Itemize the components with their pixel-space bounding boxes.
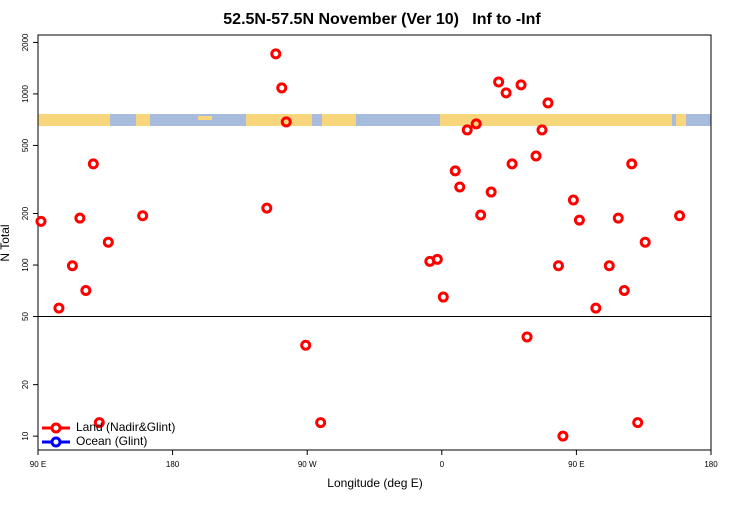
data-point <box>53 302 65 314</box>
data-point <box>612 212 624 224</box>
data-point <box>461 124 473 136</box>
data-point <box>137 210 149 222</box>
x-tick-label: 0 <box>440 460 445 469</box>
data-point <box>66 260 78 272</box>
data-point <box>74 212 86 224</box>
map-strip <box>38 114 711 126</box>
data-point <box>93 417 105 429</box>
x-tick-label: 90 E <box>30 460 46 469</box>
data-point <box>475 209 487 221</box>
x-tick-label: 90 E <box>568 460 584 469</box>
data-point <box>530 150 542 162</box>
data-point <box>590 302 602 314</box>
x-tick-label: 180 <box>166 460 180 469</box>
data-point <box>261 202 273 214</box>
chart-title: 52.5N-57.5N November (Ver 10) Inf to -In… <box>223 11 541 28</box>
x-tick-label: 90 W <box>298 460 317 469</box>
data-point <box>431 253 443 265</box>
legend-label: Land (Nadir&Glint) <box>76 420 175 434</box>
data-point <box>515 79 527 91</box>
data-point <box>557 430 569 442</box>
data-point <box>674 210 686 222</box>
y-tick-label: 10 <box>21 431 30 440</box>
y-tick-label: 200 <box>21 206 30 220</box>
data-point <box>270 48 282 60</box>
data-point <box>632 417 644 429</box>
data-point <box>437 291 449 303</box>
plot-frame <box>37 34 712 451</box>
data-point <box>618 284 630 296</box>
legend-marker <box>50 422 62 434</box>
data-point <box>470 118 482 130</box>
y-tick-label: 100 <box>21 258 30 272</box>
y-axis-label: N Total <box>0 224 12 261</box>
data-point <box>603 260 615 272</box>
data-point <box>626 158 638 170</box>
data-point <box>552 260 564 272</box>
y-tick-label: 2000 <box>21 33 30 51</box>
data-point <box>506 158 518 170</box>
legend-label: Ocean (Glint) <box>76 434 147 448</box>
data-point <box>300 339 312 351</box>
data-point <box>493 76 505 88</box>
data-point <box>87 158 99 170</box>
data-point <box>485 186 497 198</box>
y-tick-label: 20 <box>21 380 30 389</box>
y-tick-label: 500 <box>21 138 30 152</box>
x-axis-label: Longitude (deg E) <box>327 476 422 490</box>
data-point <box>449 165 461 177</box>
data-point <box>315 417 327 429</box>
data-point <box>567 194 579 206</box>
legend-marker <box>50 436 62 448</box>
data-point <box>35 215 47 227</box>
data-point <box>573 214 585 226</box>
data-point <box>80 284 92 296</box>
x-tick-label: 180 <box>704 460 718 469</box>
data-point <box>276 82 288 94</box>
data-point <box>102 236 114 248</box>
data-point <box>280 116 292 128</box>
y-tick-label: 1000 <box>21 84 30 102</box>
data-point <box>542 97 554 109</box>
data-point <box>521 331 533 343</box>
data-point <box>454 181 466 193</box>
data-point <box>500 87 512 99</box>
data-point <box>536 124 548 136</box>
data-point <box>639 236 651 248</box>
y-tick-label: 50 <box>21 312 30 321</box>
